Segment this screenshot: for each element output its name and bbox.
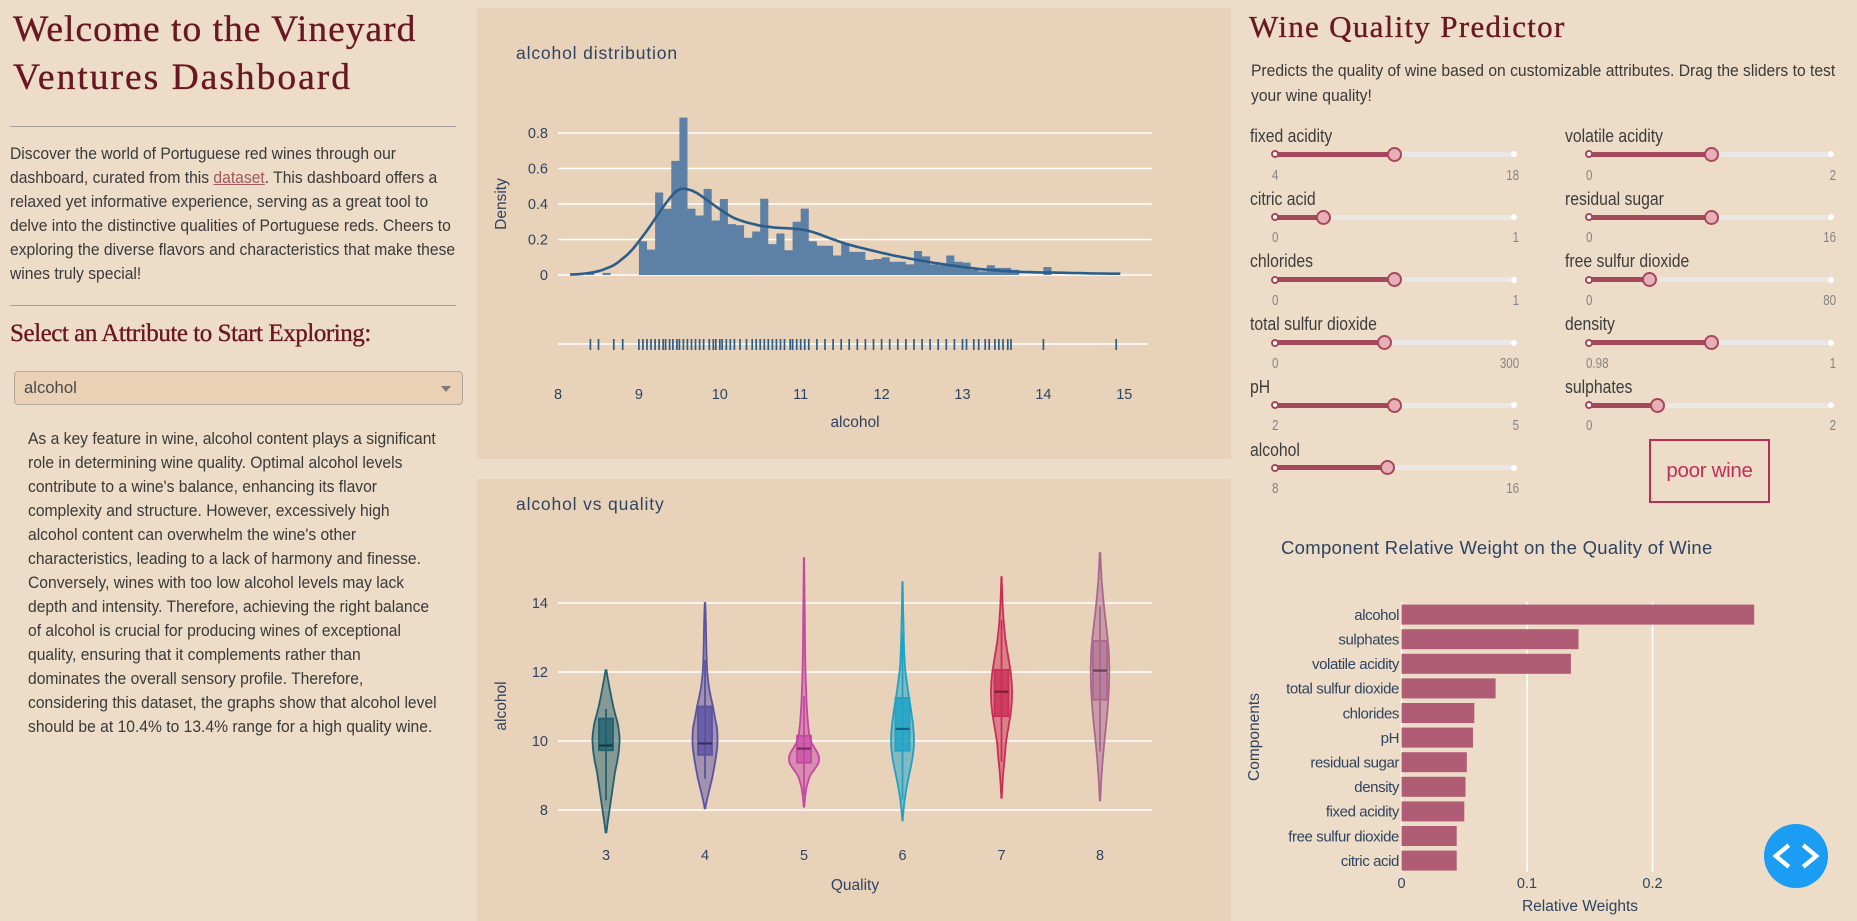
svg-text:4: 4 xyxy=(701,848,709,864)
svg-text:9: 9 xyxy=(635,387,643,403)
svg-text:Components: Components xyxy=(1246,693,1263,781)
svg-text:0.2: 0.2 xyxy=(1642,876,1662,892)
svg-text:0: 0 xyxy=(1397,876,1405,892)
svg-text:volatile acidity: volatile acidity xyxy=(1312,656,1400,673)
svg-text:8: 8 xyxy=(540,803,548,819)
svg-text:0.8: 0.8 xyxy=(528,126,548,142)
svg-text:6: 6 xyxy=(898,848,906,864)
svg-text:alcohol distribution: alcohol distribution xyxy=(516,43,678,63)
svg-text:total sulfur dioxide: total sulfur dioxide xyxy=(1286,681,1399,698)
svg-text:0.4: 0.4 xyxy=(528,197,548,213)
svg-text:10: 10 xyxy=(532,734,548,750)
svg-text:0: 0 xyxy=(540,268,548,284)
svg-text:12: 12 xyxy=(874,387,890,403)
svg-text:0.2: 0.2 xyxy=(528,233,548,249)
svg-text:fixed acidity: fixed acidity xyxy=(1326,804,1400,821)
svg-text:11: 11 xyxy=(793,387,808,403)
svg-text:chlorides: chlorides xyxy=(1343,705,1399,722)
svg-text:8: 8 xyxy=(1096,848,1104,864)
svg-text:7: 7 xyxy=(997,848,1005,864)
svg-text:8: 8 xyxy=(554,387,562,403)
svg-text:free sulfur dioxide: free sulfur dioxide xyxy=(1288,828,1399,845)
svg-text:alcohol: alcohol xyxy=(1354,607,1399,624)
svg-text:Relative Weights: Relative Weights xyxy=(1522,898,1638,915)
svg-text:14: 14 xyxy=(1035,387,1051,403)
svg-text:3: 3 xyxy=(602,848,610,864)
svg-text:sulphates: sulphates xyxy=(1338,631,1399,648)
svg-text:alcohol vs quality: alcohol vs quality xyxy=(516,494,665,514)
svg-text:0.1: 0.1 xyxy=(1517,876,1537,892)
svg-text:pH: pH xyxy=(1381,730,1399,747)
svg-text:Quality: Quality xyxy=(831,877,879,894)
svg-text:5: 5 xyxy=(800,848,808,864)
svg-text:12: 12 xyxy=(532,665,548,681)
svg-text:13: 13 xyxy=(954,387,970,403)
svg-text:0.6: 0.6 xyxy=(528,162,548,178)
svg-text:citric acid: citric acid xyxy=(1341,853,1399,870)
svg-text:density: density xyxy=(1354,779,1400,796)
svg-text:Component Relative Weight on t: Component Relative Weight on the Quality… xyxy=(1281,537,1713,558)
svg-text:residual sugar: residual sugar xyxy=(1310,754,1399,771)
svg-text:14: 14 xyxy=(532,596,548,612)
svg-text:10: 10 xyxy=(712,387,728,403)
svg-text:15: 15 xyxy=(1116,387,1132,403)
svg-text:alcohol: alcohol xyxy=(830,414,879,431)
svg-text:alcohol: alcohol xyxy=(493,681,510,730)
svg-text:Density: Density xyxy=(493,178,510,230)
